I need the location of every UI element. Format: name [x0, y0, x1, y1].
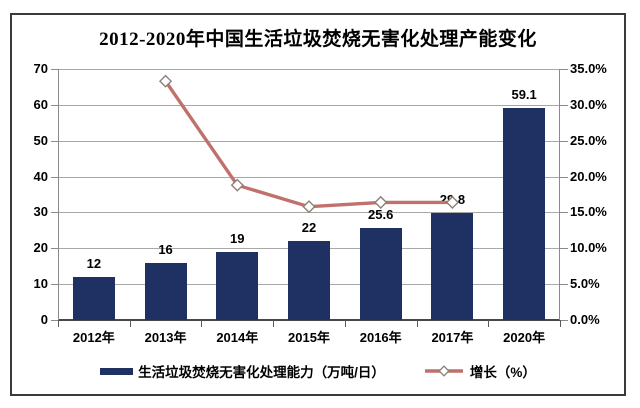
left-axis-tick-label: 60 — [33, 96, 48, 112]
left-axis-tick-label: 20 — [33, 240, 48, 256]
x-axis-baseline — [58, 319, 560, 321]
x-axis-tick-label: 2016年 — [359, 330, 402, 345]
left-axis-tick — [51, 212, 58, 214]
bar-value-label: 25.6 — [368, 207, 394, 223]
legend-label-growth: 增长（%） — [469, 365, 536, 380]
x-axis-tick-label: 2020年 — [503, 330, 546, 345]
bar — [216, 251, 259, 320]
bar — [503, 108, 546, 320]
legend-diamond-icon — [438, 365, 450, 377]
x-axis-tick — [201, 320, 202, 327]
bar — [431, 213, 474, 320]
right-axis-tick — [560, 140, 568, 142]
bar-value-label: 16 — [158, 241, 173, 257]
left-axis-tick — [51, 69, 58, 70]
left-axis-tick — [51, 104, 58, 106]
left-axis-tick — [51, 248, 58, 250]
bar-value-label: 22 — [301, 220, 317, 236]
legend-item-capacity: 生活垃圾焚烧无害化处理能力（万吨/日） — [100, 361, 385, 381]
left-axis-tick-label: 50 — [33, 132, 48, 148]
x-axis-tick — [488, 320, 489, 327]
right-axis-tick-label: 10.0% — [570, 240, 607, 256]
gridline — [58, 176, 560, 178]
bar — [144, 262, 187, 320]
x-axis-tick — [417, 320, 418, 327]
legend: 生活垃圾焚烧无害化处理能力（万吨/日） 增长（%） — [12, 361, 624, 381]
left-axis-tick — [51, 284, 58, 286]
diamond-marker-icon — [445, 195, 460, 209]
chart-frame: 2012-2020年中国生活垃圾焚烧无害化处理产能变化 70 35.0% 60 30.… — [10, 13, 626, 396]
right-axis-tick — [560, 212, 568, 214]
bar — [288, 241, 330, 320]
x-axis-tick-label: 2013年 — [144, 330, 187, 345]
legend-item-growth: 增长（%） — [423, 361, 536, 381]
right-axis-tick — [560, 104, 568, 106]
growth-line-layer — [158, 74, 460, 214]
diamond-marker-icon — [230, 178, 244, 192]
left-axis-tick — [51, 140, 58, 142]
gridline — [58, 140, 560, 142]
growth-line — [164, 80, 453, 209]
diamond-marker-icon — [158, 74, 173, 88]
left-axis-tick-label: 70 — [33, 61, 48, 76]
x-axis-tick — [130, 320, 131, 327]
bar — [359, 228, 402, 320]
bar-value-label: 12 — [86, 255, 102, 271]
right-axis-tick-label: 0.0% — [570, 312, 600, 327]
left-axis-line — [58, 69, 59, 320]
legend-label-capacity: 生活垃圾焚烧无害化处理能力（万吨/日） — [138, 365, 385, 380]
x-axis-tick-label: 2017年 — [431, 330, 474, 345]
x-axis-tick — [58, 320, 59, 327]
left-axis-tick — [51, 320, 58, 321]
x-axis-tick-label: 2015年 — [288, 330, 330, 345]
left-axis-tick-label: 40 — [33, 168, 48, 184]
left-axis-tick — [51, 176, 58, 178]
bar — [72, 276, 115, 320]
x-axis-tick-label: 2014年 — [216, 330, 259, 345]
bar-value-label: 59.1 — [511, 87, 537, 103]
right-axis-tick-label: 30.0% — [570, 96, 607, 112]
left-axis-tick-label: 30 — [33, 204, 48, 220]
right-axis-tick — [560, 69, 568, 70]
bar-value-label: 19 — [230, 230, 245, 246]
right-axis-tick-label: 25.0% — [570, 132, 607, 148]
diamond-marker-icon — [302, 200, 316, 214]
x-axis-tick — [273, 320, 274, 327]
gridline — [58, 69, 560, 70]
gridline — [58, 104, 560, 106]
plot-area: 70 35.0% 60 30.0% 50 25.0% 40 20.0% 30 15.0% 20 10.… — [34, 61, 607, 345]
right-axis-tick-label: 35.0% — [570, 61, 607, 76]
right-axis-tick — [560, 176, 568, 178]
right-axis-tick-label: 20.0% — [570, 168, 607, 184]
right-axis-tick-label: 15.0% — [570, 204, 607, 220]
diamond-marker-icon — [374, 195, 388, 209]
left-axis-tick-label: 10 — [33, 276, 48, 292]
bar-series-swatch-icon — [100, 367, 134, 375]
line-series-marker-icon — [424, 365, 463, 377]
x-axis-tick — [345, 320, 346, 327]
left-axis-tick-label: 0 — [40, 312, 48, 327]
right-axis-tick-label: 5.0% — [570, 276, 600, 292]
chart-title: 2012-2020年中国生活垃圾焚烧无害化处理产能变化 — [99, 29, 537, 50]
right-axis-tick — [560, 320, 568, 321]
right-axis-line — [559, 69, 560, 320]
x-axis-tick-label: 2012年 — [72, 330, 115, 345]
right-axis-tick — [560, 248, 568, 250]
right-axis-tick — [560, 284, 568, 286]
x-axis-tick — [560, 320, 561, 327]
